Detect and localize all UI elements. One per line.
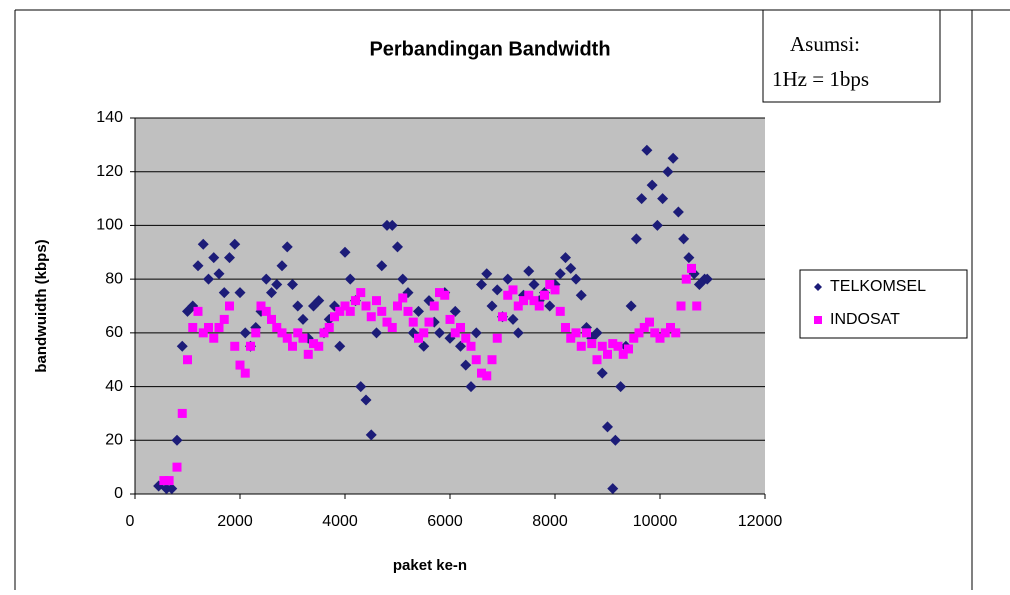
marker — [236, 361, 245, 370]
marker — [204, 323, 213, 332]
marker — [472, 355, 481, 364]
note-line: 1Hz = 1bps — [772, 67, 869, 91]
note-line: Asumsi: — [790, 32, 860, 56]
marker — [314, 342, 323, 351]
marker — [356, 288, 365, 297]
marker — [367, 312, 376, 321]
marker — [346, 307, 355, 316]
marker — [561, 323, 570, 332]
marker — [398, 293, 407, 302]
marker — [251, 328, 260, 337]
marker — [482, 371, 491, 380]
y-tick-label: 100 — [96, 217, 123, 234]
marker — [598, 342, 607, 351]
marker — [304, 350, 313, 359]
marker — [682, 275, 691, 284]
y-tick-label: 20 — [105, 432, 123, 449]
marker — [241, 369, 250, 378]
marker — [393, 302, 402, 311]
marker — [493, 334, 502, 343]
marker — [194, 307, 203, 316]
marker — [467, 342, 476, 351]
marker — [283, 334, 292, 343]
marker — [692, 302, 701, 311]
x-tick-label: 12000 — [738, 513, 783, 530]
marker — [215, 323, 224, 332]
marker — [362, 302, 371, 311]
marker — [593, 355, 602, 364]
marker — [209, 334, 218, 343]
marker — [540, 291, 549, 300]
marker — [577, 342, 586, 351]
marker — [551, 285, 560, 294]
y-tick-label: 40 — [105, 378, 123, 395]
marker — [246, 342, 255, 351]
marker — [425, 318, 434, 327]
y-tick-label: 60 — [105, 324, 123, 341]
x-tick-label: 6000 — [427, 513, 463, 530]
marker — [388, 323, 397, 332]
marker — [288, 342, 297, 351]
marker — [230, 342, 239, 351]
legend-label: INDOSAT — [830, 311, 900, 328]
marker — [325, 323, 334, 332]
marker — [165, 476, 174, 485]
marker — [461, 334, 470, 343]
marker — [509, 285, 518, 294]
x-tick-label: 0 — [126, 513, 135, 530]
marker — [220, 315, 229, 324]
marker — [677, 302, 686, 311]
marker — [178, 409, 187, 418]
marker — [556, 307, 565, 316]
y-axis-label: bandwuidth (kbps) — [33, 239, 50, 372]
x-axis-label: paket ke-n — [393, 557, 467, 574]
marker — [440, 291, 449, 300]
marker — [173, 463, 182, 472]
marker — [430, 302, 439, 311]
x-tick-label: 8000 — [532, 513, 568, 530]
y-tick-label: 0 — [114, 485, 123, 502]
marker — [624, 344, 633, 353]
marker — [404, 307, 413, 316]
y-tick-label: 120 — [96, 163, 123, 180]
marker — [372, 296, 381, 305]
marker — [409, 318, 418, 327]
marker — [299, 334, 308, 343]
legend-label: TELKOMSEL — [830, 278, 926, 295]
marker — [225, 302, 234, 311]
marker — [456, 323, 465, 332]
y-tick-label: 80 — [105, 270, 123, 287]
marker — [572, 328, 581, 337]
marker — [582, 328, 591, 337]
x-tick-label: 10000 — [633, 513, 678, 530]
marker — [262, 307, 271, 316]
marker — [351, 296, 360, 305]
marker — [267, 315, 276, 324]
marker — [446, 315, 455, 324]
x-tick-label: 4000 — [322, 513, 358, 530]
marker — [419, 328, 428, 337]
marker — [377, 307, 386, 316]
x-tick-label: 2000 — [217, 513, 253, 530]
marker — [188, 323, 197, 332]
marker — [587, 339, 596, 348]
marker — [488, 355, 497, 364]
marker — [671, 328, 680, 337]
chart-title: Perbandingan Bandwidth — [369, 38, 610, 60]
marker — [183, 355, 192, 364]
marker — [687, 264, 696, 273]
legend-marker — [814, 316, 822, 324]
marker — [603, 350, 612, 359]
marker — [614, 342, 623, 351]
chart: Perbandingan Bandwidth Asumsi: 1Hz = 1bp… — [0, 0, 1010, 590]
y-tick-label: 140 — [96, 109, 123, 126]
page: {"chart_data": { "type": "scatter", "tit… — [0, 0, 1010, 590]
marker — [535, 302, 544, 311]
marker — [498, 312, 507, 321]
marker — [645, 318, 654, 327]
